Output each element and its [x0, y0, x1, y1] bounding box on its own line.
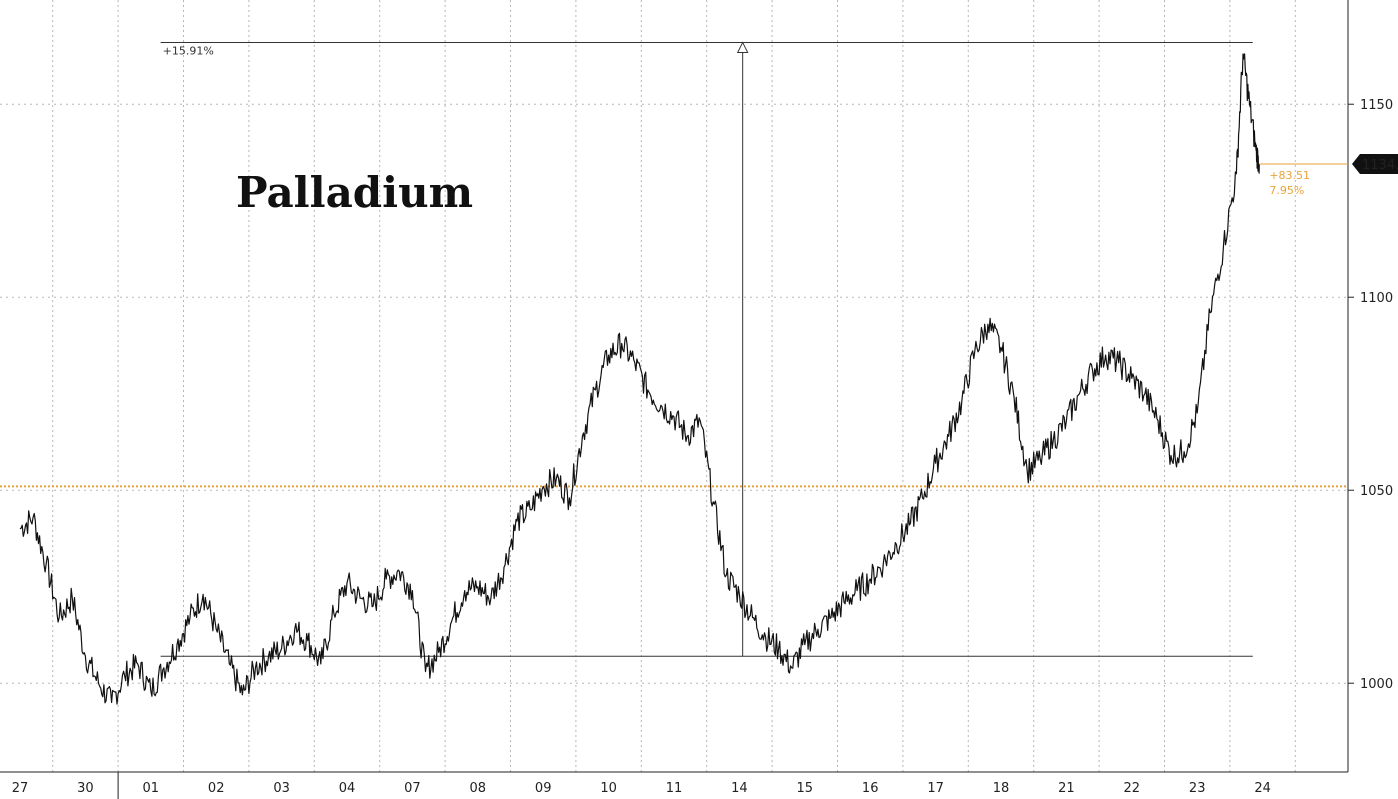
x-tick-label: 01 — [143, 781, 160, 796]
x-tick-label: 07 — [404, 781, 421, 796]
price-line — [19, 53, 1260, 705]
y-tick-labels: 1000 1050 1100 1150 — [1348, 98, 1393, 692]
x-tick-label: 08 — [470, 781, 487, 796]
range-arrow-head — [736, 41, 749, 53]
x-tick-label: 21 — [1058, 781, 1075, 796]
range-annotation: +15.91% — [160, 41, 1253, 657]
y-tick-label: 1050 — [1360, 484, 1393, 499]
x-tick-label: 27 — [12, 781, 29, 796]
x-tick-label: 16 — [862, 781, 879, 796]
x-tick-label: 14 — [731, 781, 748, 796]
chart-title: Palladium — [236, 168, 473, 217]
change-abs-label: +83.51 — [1269, 169, 1310, 182]
x-tick-label: 11 — [666, 781, 683, 796]
x-tick-label: 18 — [993, 781, 1010, 796]
x-tick-label: 04 — [339, 781, 356, 796]
y-tick-label: 1000 — [1360, 677, 1393, 692]
x-tick-label: 23 — [1189, 781, 1206, 796]
x-tick-label: 09 — [535, 781, 552, 796]
x-tick-label: 15 — [797, 781, 814, 796]
x-tick-labels: 27 30 01 02 03 04 07 08 09 10 11 14 15 16 17 18 21 22 23 24 — [12, 772, 1271, 799]
x-tick-label: 03 — [273, 781, 290, 796]
x-tick-label: 22 — [1124, 781, 1141, 796]
axes — [0, 0, 1349, 773]
last-price-label: 1134.5 — [1362, 158, 1398, 173]
x-tick-label: 02 — [208, 781, 225, 796]
last-price-tag — [1352, 154, 1398, 175]
y-tick-label: 1100 — [1360, 291, 1393, 306]
x-tick-label: 30 — [77, 781, 94, 796]
y-gridlines — [0, 103, 1348, 684]
last-price-marker: 1134.5 +83.51 7.95% — [1259, 154, 1398, 197]
x-tick-label: 10 — [600, 781, 617, 796]
change-pct-label: 7.95% — [1269, 184, 1304, 197]
price-series — [19, 53, 1260, 705]
x-gridlines — [52, 0, 1296, 772]
x-tick-label: 24 — [1254, 781, 1271, 796]
x-tick-label: 17 — [927, 781, 944, 796]
y-tick-label: 1150 — [1360, 98, 1393, 113]
range-annotation-label: +15.91% — [163, 44, 214, 57]
